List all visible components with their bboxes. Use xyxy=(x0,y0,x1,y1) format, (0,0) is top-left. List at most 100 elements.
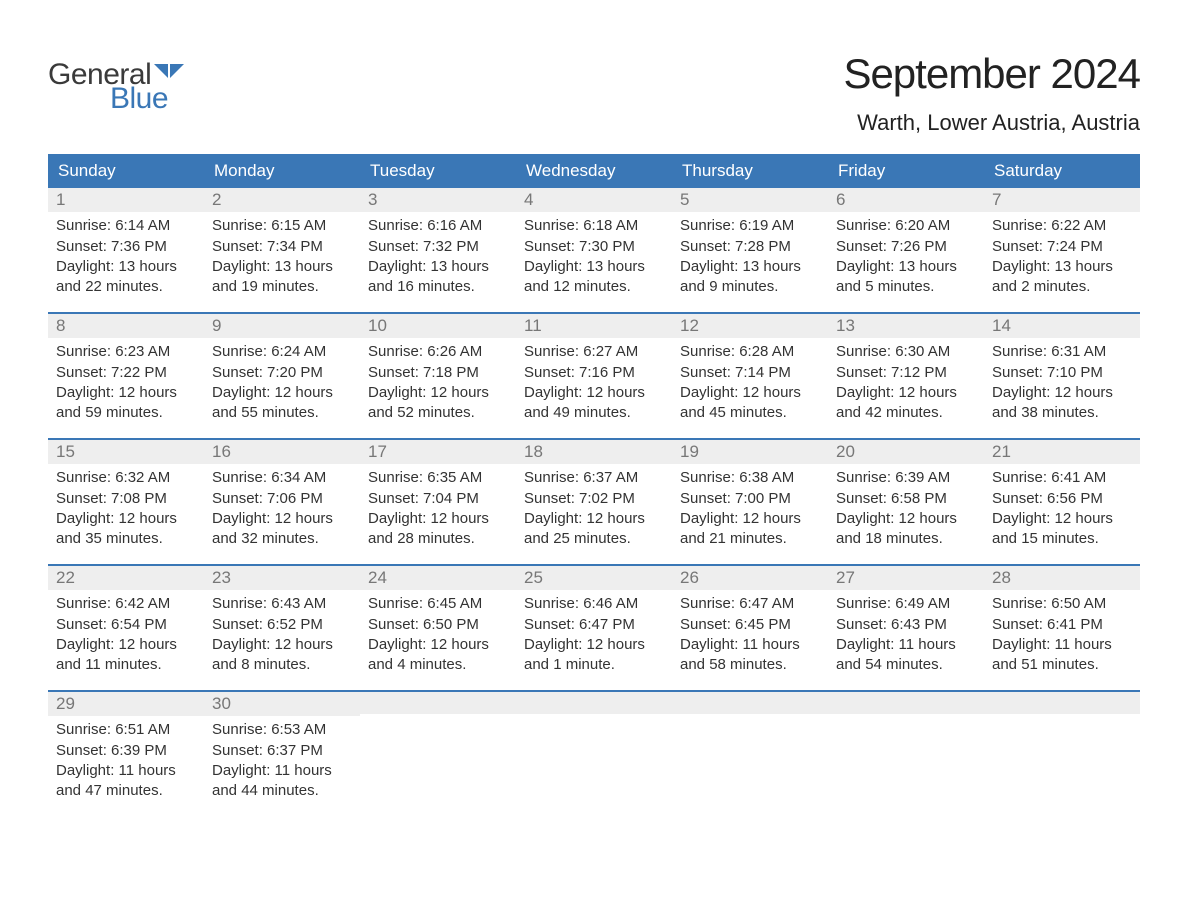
day-number: 18 xyxy=(516,440,672,464)
calendar-day: 20Sunrise: 6:39 AMSunset: 6:58 PMDayligh… xyxy=(828,440,984,564)
sunrise-text: Sunrise: 6:35 AM xyxy=(368,468,508,488)
daylight-line-1: Daylight: 11 hours xyxy=(992,635,1132,655)
sunrise-text: Sunrise: 6:16 AM xyxy=(368,216,508,236)
daylight-line-1: Daylight: 13 hours xyxy=(680,257,820,277)
day-details: Sunrise: 6:18 AMSunset: 7:30 PMDaylight:… xyxy=(516,212,672,303)
calendar-day xyxy=(984,692,1140,816)
sunrise-text: Sunrise: 6:42 AM xyxy=(56,594,196,614)
calendar-day: 4Sunrise: 6:18 AMSunset: 7:30 PMDaylight… xyxy=(516,188,672,312)
calendar-day: 16Sunrise: 6:34 AMSunset: 7:06 PMDayligh… xyxy=(204,440,360,564)
day-header: Thursday xyxy=(672,154,828,188)
daylight-line-2: and 47 minutes. xyxy=(56,781,196,801)
calendar-day: 22Sunrise: 6:42 AMSunset: 6:54 PMDayligh… xyxy=(48,566,204,690)
sunset-text: Sunset: 7:30 PM xyxy=(524,237,664,257)
sunrise-text: Sunrise: 6:51 AM xyxy=(56,720,196,740)
sunrise-text: Sunrise: 6:24 AM xyxy=(212,342,352,362)
day-details: Sunrise: 6:34 AMSunset: 7:06 PMDaylight:… xyxy=(204,464,360,555)
calendar-day: 21Sunrise: 6:41 AMSunset: 6:56 PMDayligh… xyxy=(984,440,1140,564)
daylight-line-1: Daylight: 13 hours xyxy=(524,257,664,277)
daylight-line-2: and 32 minutes. xyxy=(212,529,352,549)
daylight-line-2: and 21 minutes. xyxy=(680,529,820,549)
sunset-text: Sunset: 7:12 PM xyxy=(836,363,976,383)
daylight-line-2: and 52 minutes. xyxy=(368,403,508,423)
daylight-line-2: and 49 minutes. xyxy=(524,403,664,423)
day-details: Sunrise: 6:24 AMSunset: 7:20 PMDaylight:… xyxy=(204,338,360,429)
day-number: 16 xyxy=(204,440,360,464)
day-details: Sunrise: 6:50 AMSunset: 6:41 PMDaylight:… xyxy=(984,590,1140,681)
sunset-text: Sunset: 7:20 PM xyxy=(212,363,352,383)
daylight-line-1: Daylight: 12 hours xyxy=(56,635,196,655)
day-number: 25 xyxy=(516,566,672,590)
day-number: 26 xyxy=(672,566,828,590)
day-details: Sunrise: 6:43 AMSunset: 6:52 PMDaylight:… xyxy=(204,590,360,681)
day-details: Sunrise: 6:28 AMSunset: 7:14 PMDaylight:… xyxy=(672,338,828,429)
location-text: Warth, Lower Austria, Austria xyxy=(843,110,1140,136)
sunset-text: Sunset: 6:37 PM xyxy=(212,741,352,761)
sunrise-text: Sunrise: 6:53 AM xyxy=(212,720,352,740)
day-number xyxy=(516,692,672,714)
sunset-text: Sunset: 6:43 PM xyxy=(836,615,976,635)
day-number: 10 xyxy=(360,314,516,338)
sunset-text: Sunset: 6:58 PM xyxy=(836,489,976,509)
calendar-day: 18Sunrise: 6:37 AMSunset: 7:02 PMDayligh… xyxy=(516,440,672,564)
day-number: 6 xyxy=(828,188,984,212)
sunset-text: Sunset: 7:26 PM xyxy=(836,237,976,257)
sunset-text: Sunset: 6:56 PM xyxy=(992,489,1132,509)
day-details: Sunrise: 6:49 AMSunset: 6:43 PMDaylight:… xyxy=(828,590,984,681)
day-details: Sunrise: 6:31 AMSunset: 7:10 PMDaylight:… xyxy=(984,338,1140,429)
day-number xyxy=(672,692,828,714)
day-number: 4 xyxy=(516,188,672,212)
sunset-text: Sunset: 6:54 PM xyxy=(56,615,196,635)
daylight-line-2: and 16 minutes. xyxy=(368,277,508,297)
day-details: Sunrise: 6:14 AMSunset: 7:36 PMDaylight:… xyxy=(48,212,204,303)
daylight-line-2: and 44 minutes. xyxy=(212,781,352,801)
day-details: Sunrise: 6:22 AMSunset: 7:24 PMDaylight:… xyxy=(984,212,1140,303)
calendar-day: 26Sunrise: 6:47 AMSunset: 6:45 PMDayligh… xyxy=(672,566,828,690)
brand-logo: General Blue xyxy=(48,50,184,114)
calendar-day: 2Sunrise: 6:15 AMSunset: 7:34 PMDaylight… xyxy=(204,188,360,312)
day-details: Sunrise: 6:39 AMSunset: 6:58 PMDaylight:… xyxy=(828,464,984,555)
calendar-day: 8Sunrise: 6:23 AMSunset: 7:22 PMDaylight… xyxy=(48,314,204,438)
day-number: 7 xyxy=(984,188,1140,212)
day-number: 1 xyxy=(48,188,204,212)
day-header: Wednesday xyxy=(516,154,672,188)
daylight-line-1: Daylight: 13 hours xyxy=(56,257,196,277)
daylight-line-1: Daylight: 12 hours xyxy=(836,509,976,529)
sunrise-text: Sunrise: 6:26 AM xyxy=(368,342,508,362)
daylight-line-1: Daylight: 12 hours xyxy=(56,509,196,529)
calendar-day xyxy=(828,692,984,816)
calendar-day: 7Sunrise: 6:22 AMSunset: 7:24 PMDaylight… xyxy=(984,188,1140,312)
sunset-text: Sunset: 7:28 PM xyxy=(680,237,820,257)
sunrise-text: Sunrise: 6:43 AM xyxy=(212,594,352,614)
calendar-day: 30Sunrise: 6:53 AMSunset: 6:37 PMDayligh… xyxy=(204,692,360,816)
day-header: Sunday xyxy=(48,154,204,188)
daylight-line-2: and 45 minutes. xyxy=(680,403,820,423)
day-number: 15 xyxy=(48,440,204,464)
calendar-week: 29Sunrise: 6:51 AMSunset: 6:39 PMDayligh… xyxy=(48,690,1140,816)
daylight-line-2: and 35 minutes. xyxy=(56,529,196,549)
sunrise-text: Sunrise: 6:49 AM xyxy=(836,594,976,614)
sunset-text: Sunset: 6:52 PM xyxy=(212,615,352,635)
daylight-line-2: and 22 minutes. xyxy=(56,277,196,297)
day-number: 21 xyxy=(984,440,1140,464)
daylight-line-1: Daylight: 13 hours xyxy=(212,257,352,277)
sunset-text: Sunset: 7:24 PM xyxy=(992,237,1132,257)
daylight-line-2: and 58 minutes. xyxy=(680,655,820,675)
daylight-line-2: and 15 minutes. xyxy=(992,529,1132,549)
calendar-week: 1Sunrise: 6:14 AMSunset: 7:36 PMDaylight… xyxy=(48,188,1140,312)
day-number: 19 xyxy=(672,440,828,464)
sunset-text: Sunset: 6:45 PM xyxy=(680,615,820,635)
sunrise-text: Sunrise: 6:47 AM xyxy=(680,594,820,614)
daylight-line-2: and 51 minutes. xyxy=(992,655,1132,675)
calendar-day xyxy=(672,692,828,816)
day-number: 30 xyxy=(204,692,360,716)
sunset-text: Sunset: 7:16 PM xyxy=(524,363,664,383)
calendar-day: 14Sunrise: 6:31 AMSunset: 7:10 PMDayligh… xyxy=(984,314,1140,438)
daylight-line-2: and 54 minutes. xyxy=(836,655,976,675)
sunrise-text: Sunrise: 6:38 AM xyxy=(680,468,820,488)
daylight-line-1: Daylight: 12 hours xyxy=(992,509,1132,529)
day-number: 24 xyxy=(360,566,516,590)
day-number xyxy=(828,692,984,714)
sunset-text: Sunset: 7:22 PM xyxy=(56,363,196,383)
day-header: Friday xyxy=(828,154,984,188)
